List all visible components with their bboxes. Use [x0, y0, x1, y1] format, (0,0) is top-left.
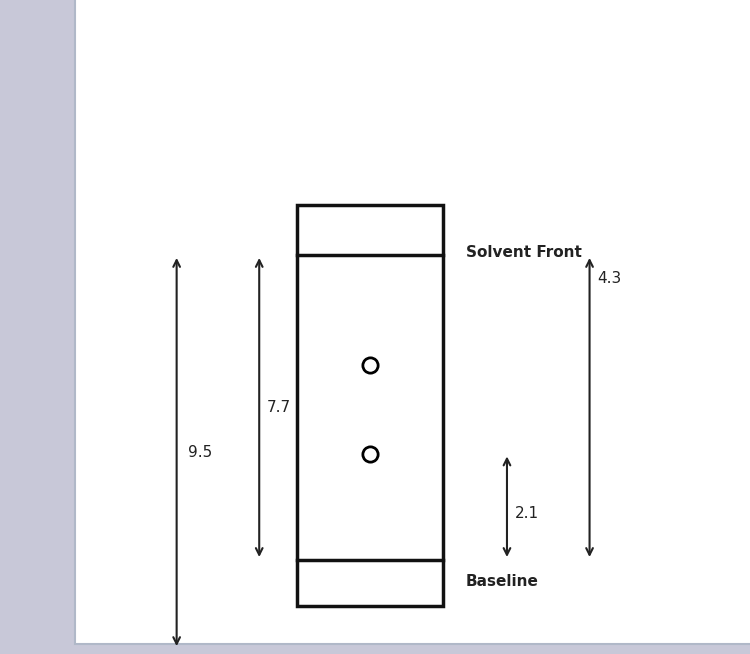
- Bar: [297, 205, 443, 606]
- Text: 7.7: 7.7: [267, 400, 291, 415]
- Text: 2.1: 2.1: [514, 506, 538, 521]
- Text: Solvent Front: Solvent Front: [466, 245, 581, 260]
- Text: 4.3: 4.3: [597, 271, 622, 286]
- Text: Baseline: Baseline: [466, 574, 538, 589]
- Text: Sixth question: Was a separation of a
mixture of phenol to phenol?  Rf is very
v: Sixth question: Was a separation of a mi…: [100, 28, 487, 122]
- Text: 9.5: 9.5: [188, 445, 212, 460]
